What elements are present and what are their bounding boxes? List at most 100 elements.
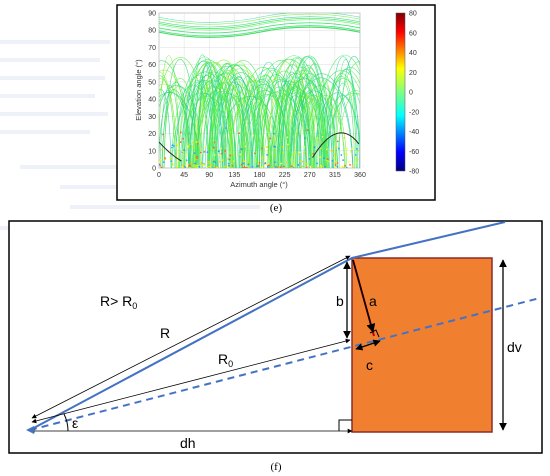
horizon-curve — [159, 141, 182, 162]
point — [171, 146, 173, 149]
point — [333, 162, 335, 165]
point — [185, 160, 188, 163]
track — [228, 94, 277, 168]
point — [279, 166, 282, 168]
point — [342, 159, 345, 162]
track — [243, 79, 265, 168]
point — [336, 162, 339, 165]
satellite-tracks — [159, 13, 360, 168]
point — [273, 132, 275, 135]
caption-e: (e) — [270, 202, 283, 214]
point — [224, 127, 227, 129]
point — [227, 157, 229, 160]
point — [356, 147, 358, 150]
track — [224, 84, 251, 168]
track — [162, 81, 190, 168]
point — [181, 164, 184, 167]
point — [198, 165, 201, 168]
point — [227, 164, 230, 167]
track — [270, 70, 338, 168]
point — [192, 165, 195, 167]
point — [261, 155, 264, 158]
point — [194, 165, 197, 167]
track — [185, 61, 231, 168]
colorbar-tick-label: 20 — [409, 70, 417, 77]
y-tick-label: 30 — [148, 114, 156, 121]
track — [159, 25, 360, 37]
track — [335, 59, 357, 168]
track — [216, 62, 240, 168]
point — [182, 137, 184, 140]
point — [351, 147, 354, 150]
point — [181, 165, 184, 168]
point — [354, 155, 357, 158]
point — [274, 165, 277, 168]
y-tick-labels: 0 10 20 30 40 50 60 70 80 90 — [148, 11, 156, 173]
point — [171, 163, 174, 166]
point — [218, 154, 221, 157]
point — [322, 165, 325, 168]
point — [217, 150, 220, 153]
y-tick-label: 70 — [148, 45, 156, 52]
point — [303, 146, 305, 148]
y-tick-label: 40 — [148, 97, 156, 104]
point — [286, 161, 288, 164]
x-tick-labels: 0 45 90 135 180 225 270 315 360 — [157, 172, 366, 179]
track — [255, 69, 291, 168]
point — [200, 162, 202, 165]
point — [334, 160, 337, 163]
y-tick-label: 60 — [148, 62, 156, 69]
point — [345, 153, 348, 156]
right-angle-marker-a — [369, 329, 380, 338]
point — [220, 152, 223, 155]
point — [227, 162, 230, 165]
point — [213, 154, 216, 156]
point — [187, 145, 189, 147]
point — [195, 141, 198, 143]
x-tick-label: 0 — [157, 172, 161, 179]
point — [327, 160, 330, 163]
right-angle-marker-base — [338, 419, 352, 431]
point — [192, 142, 195, 144]
track — [296, 90, 323, 168]
point — [267, 161, 270, 164]
track — [237, 84, 290, 168]
track — [163, 59, 197, 168]
point — [207, 165, 210, 168]
point — [196, 164, 199, 167]
point — [357, 149, 360, 152]
point — [319, 156, 322, 159]
x-tick-label: 360 — [354, 172, 366, 179]
x-tick-label: 90 — [205, 172, 213, 179]
track — [236, 66, 290, 168]
y-tick-label: 20 — [148, 131, 156, 138]
a-label: a — [369, 293, 377, 309]
track — [159, 19, 360, 31]
point — [351, 164, 354, 167]
point — [261, 166, 264, 168]
point — [299, 160, 301, 163]
track — [184, 87, 223, 168]
point — [160, 166, 163, 168]
point — [346, 147, 349, 150]
point — [280, 162, 283, 165]
point — [300, 165, 303, 168]
point — [196, 155, 199, 158]
point — [319, 140, 322, 143]
dv-label: dv — [507, 339, 522, 355]
point — [247, 163, 250, 166]
track — [159, 55, 180, 168]
point — [215, 166, 218, 168]
point — [212, 148, 215, 151]
point — [245, 166, 248, 168]
point — [266, 154, 269, 156]
colorbar-tick-labels: 80 60 40 20 0 -20 -40 -60 -80 — [409, 11, 419, 176]
point — [190, 162, 193, 165]
point — [214, 161, 217, 164]
a-vector-arrow — [352, 259, 376, 333]
point — [258, 161, 261, 164]
point — [244, 145, 247, 148]
point — [176, 166, 178, 168]
point — [316, 140, 319, 143]
point — [325, 148, 328, 151]
